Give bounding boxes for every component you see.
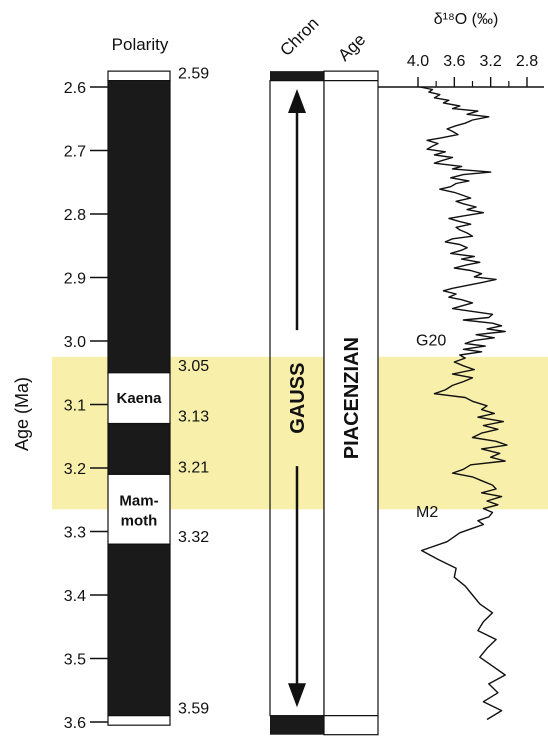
polarity-boundary-label: 3.32 [178,529,209,546]
age-axis: 2.6 2.7 2.8 2.9 3.0 3.1 3.2 3.3 3.4 3.5 3.6 [64,80,108,732]
age-tick-label: 3.0 [64,334,86,351]
isotope-curve [419,86,508,721]
chron-header: Chron [276,14,322,60]
stage-column: PIACENZIAN [323,70,379,736]
polarity-boundary-label: 3.59 [178,701,209,718]
stage-name: PIACENZIAN [341,337,363,459]
polarity-boundary-labels: 2.59 3.05 3.13 3.21 3.32 3.59 [178,66,209,718]
isotope-annotations: G20 M2 [416,333,446,521]
isotope-axis-label: δ¹⁸O (‰) [434,11,499,28]
polarity-interval [107,422,171,475]
age-tick-label: 3.4 [64,588,86,605]
isotope-tick-label: 2.8 [516,53,538,70]
stage-box [323,70,379,736]
polarity-boundary-label: 3.13 [178,409,209,426]
arrow-down-icon [288,683,306,708]
age-tick-label: 3.5 [64,652,86,669]
chron-bottom-cap [270,715,324,735]
age-tick-label: 2.9 [64,271,86,288]
polarity-interval [107,715,171,726]
chron-top-cap [270,71,324,81]
age-tick-label: 3.3 [64,525,86,542]
isotope-x-axis: 4.0 3.6 3.2 2.8 [378,53,544,88]
isotope-tick-label: 3.2 [480,53,502,70]
polarity-boundary-label: 3.05 [178,358,209,375]
age-tick-label: 2.7 [64,144,86,161]
isotope-tick-label: 4.0 [407,53,429,70]
subchron-label: Mam- [119,492,158,509]
isotope-annotation: G20 [416,333,446,350]
polarity-boundary-label: 2.59 [178,66,209,83]
chron-name: GAUSS [287,363,309,434]
subchron-label: Kaena [116,390,162,407]
age-tick-label: 3.6 [64,715,86,732]
age-tick-label: 2.8 [64,207,86,224]
isotope-annotation: M2 [416,504,438,521]
polarity-boundary-label: 3.21 [178,459,209,476]
polarity-header: Polarity [112,35,169,54]
age-tick-label: 3.2 [64,461,86,478]
isotope-tick-label: 3.6 [443,53,465,70]
arrow-up-icon [288,89,306,113]
polarity-column: Kaena Mam-moth [107,70,171,726]
isotope-series-line [419,86,508,721]
polarity-interval [107,543,171,717]
polarity-interval [107,80,171,374]
age-tick-label: 2.6 [64,80,86,97]
subchron-label: moth [121,512,158,529]
polarity-interval [107,70,171,82]
age-axis-label: Age (Ma) [12,377,32,451]
stage-header: Age [334,30,369,65]
age-tick-label: 3.1 [64,398,86,415]
